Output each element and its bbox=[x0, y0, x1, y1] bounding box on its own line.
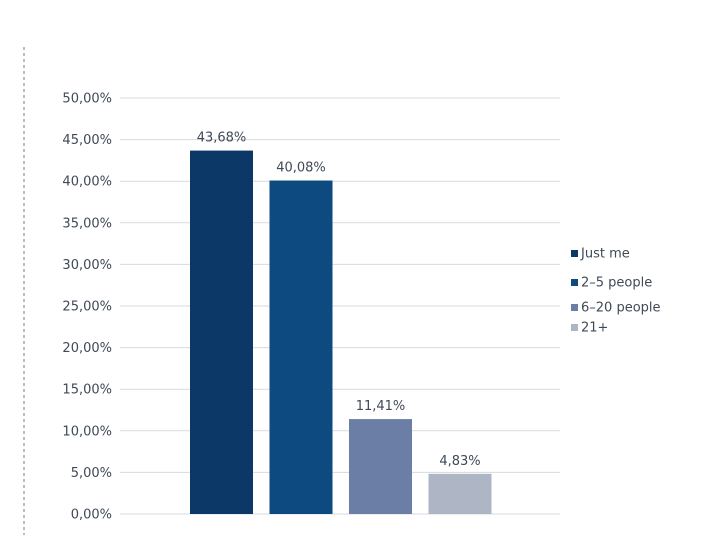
y-tick-label: 15,00% bbox=[62, 383, 112, 398]
y-tick-label: 0,00% bbox=[71, 508, 112, 523]
legend-swatch bbox=[571, 279, 578, 286]
y-tick-label: 35,00% bbox=[62, 216, 112, 231]
bar-4 bbox=[428, 473, 492, 514]
legend-swatch bbox=[571, 324, 578, 331]
legend-swatch bbox=[571, 250, 578, 257]
bar-value-label: 40,08% bbox=[276, 161, 326, 176]
bar-1 bbox=[190, 150, 253, 514]
y-tick-label: 25,00% bbox=[62, 300, 112, 315]
y-axis-tick-labels: 0,00% 5,00% 10,00% 15,00% 20,00% 25,00% 30,00%… bbox=[62, 92, 112, 523]
bar-value-labels: 43,68% 40,08% 11,41% 4,83% bbox=[197, 131, 481, 469]
y-tick-label: 10,00% bbox=[62, 424, 112, 439]
legend-swatch bbox=[571, 304, 578, 311]
bar-value-label: 11,41% bbox=[356, 399, 406, 414]
legend-label: Just me bbox=[580, 247, 630, 262]
legend-label: 6–20 people bbox=[581, 301, 661, 316]
y-tick-label: 20,00% bbox=[62, 341, 112, 356]
gridlines bbox=[120, 97, 560, 515]
legend: Just me 2–5 people 6–20 people 21+ bbox=[571, 247, 661, 336]
bars bbox=[190, 150, 492, 514]
legend-label: 21+ bbox=[581, 321, 608, 336]
y-tick-label: 40,00% bbox=[62, 175, 112, 190]
legend-label: 2–5 people bbox=[581, 276, 652, 291]
y-tick-label: 50,00% bbox=[62, 92, 112, 107]
bar-value-label: 4,83% bbox=[439, 454, 480, 469]
y-tick-label: 45,00% bbox=[62, 133, 112, 148]
y-tick-label: 30,00% bbox=[62, 258, 112, 273]
y-tick-label: 5,00% bbox=[71, 466, 112, 481]
bar-3 bbox=[349, 419, 412, 514]
bar-2 bbox=[269, 180, 333, 514]
bar-value-label: 43,68% bbox=[197, 131, 247, 146]
